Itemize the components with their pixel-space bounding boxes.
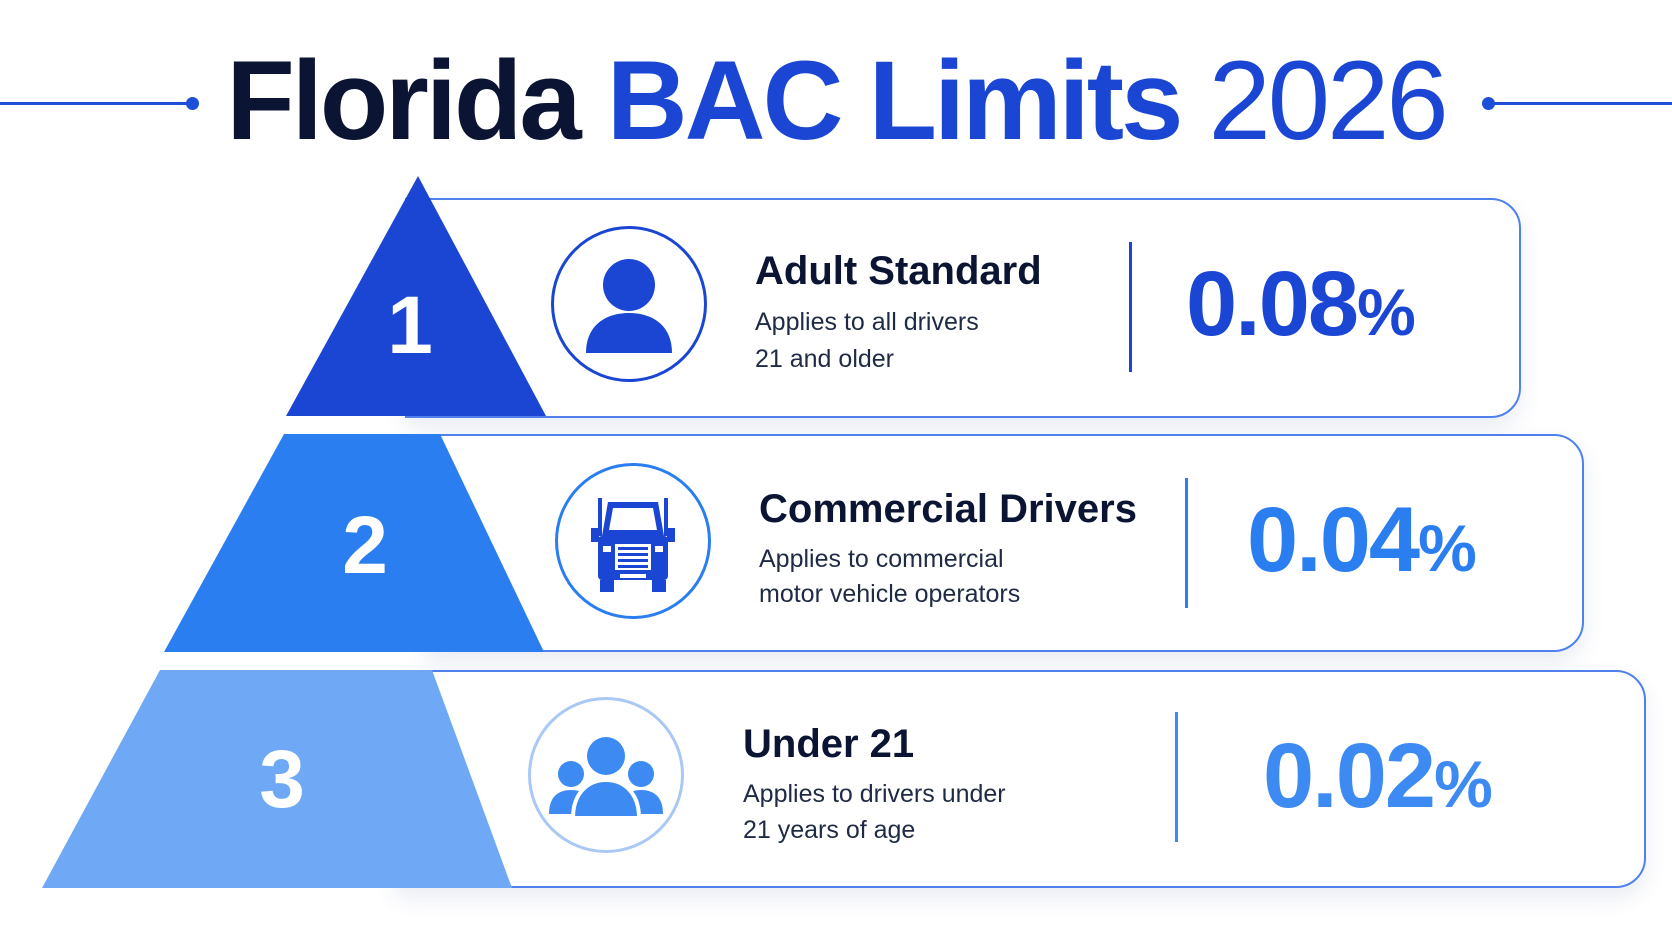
tier-2-icon-circle <box>555 463 711 619</box>
tier-3-desc-line-2: 21 years of age <box>743 816 916 844</box>
tier-1-divider <box>1129 242 1132 372</box>
tier-1-value-number: 0.08 <box>1186 253 1359 355</box>
tier-3-desc-line-1: Applies to drivers under <box>743 780 1006 808</box>
tier-3-triangle <box>42 670 512 888</box>
tier-3-number: 3 <box>259 734 305 825</box>
tier-1-value: 0.08% <box>1186 252 1416 357</box>
page-title: Florida BAC Limits 2026 <box>0 36 1672 166</box>
title-rule-right <box>1488 102 1672 105</box>
tier-1-heading: Adult Standard <box>755 249 1042 293</box>
tier-3-heading: Under 21 <box>743 722 915 766</box>
tier-2-value-number: 0.04 <box>1247 489 1420 591</box>
person-icon <box>586 259 672 353</box>
tier-2-triangle <box>164 434 544 652</box>
title-rule-left <box>0 102 190 105</box>
tier-3-icon-circle <box>528 697 684 853</box>
tier-1-icon-circle <box>551 226 707 382</box>
tier-2-desc-line-2: motor vehicle operators <box>759 580 1021 608</box>
tier-2-value-unit: % <box>1418 511 1477 585</box>
tier-3-value-number: 0.02 <box>1263 725 1436 827</box>
tier-3-value: 0.02% <box>1263 724 1493 829</box>
title-rule-right-dot <box>1482 97 1495 110</box>
title-part-state: Florida <box>226 38 581 163</box>
tier-2-heading: Commercial Drivers <box>759 487 1137 531</box>
tier-2-desc-line-1: Applies to commercial <box>759 545 1004 573</box>
tier-2-number: 2 <box>342 500 388 591</box>
tier-1-desc-line-2: 21 and older <box>755 345 895 373</box>
tier-3-divider <box>1175 712 1178 842</box>
tier-2-value: 0.04% <box>1247 488 1477 593</box>
tier-3-value-unit: % <box>1434 747 1493 821</box>
tier-2-divider <box>1185 478 1188 608</box>
group-icon <box>549 737 663 820</box>
truck-icon <box>591 498 675 592</box>
tier-1-number: 1 <box>387 280 433 371</box>
title-rule-left-dot <box>186 97 199 110</box>
tier-1-desc-line-1: Applies to all drivers <box>755 308 979 336</box>
tier-1-value-unit: % <box>1357 275 1416 349</box>
title-part-topic: BAC Limits <box>606 38 1184 163</box>
tier-1-triangle <box>286 176 546 416</box>
title-part-year: 2026 <box>1208 38 1449 163</box>
